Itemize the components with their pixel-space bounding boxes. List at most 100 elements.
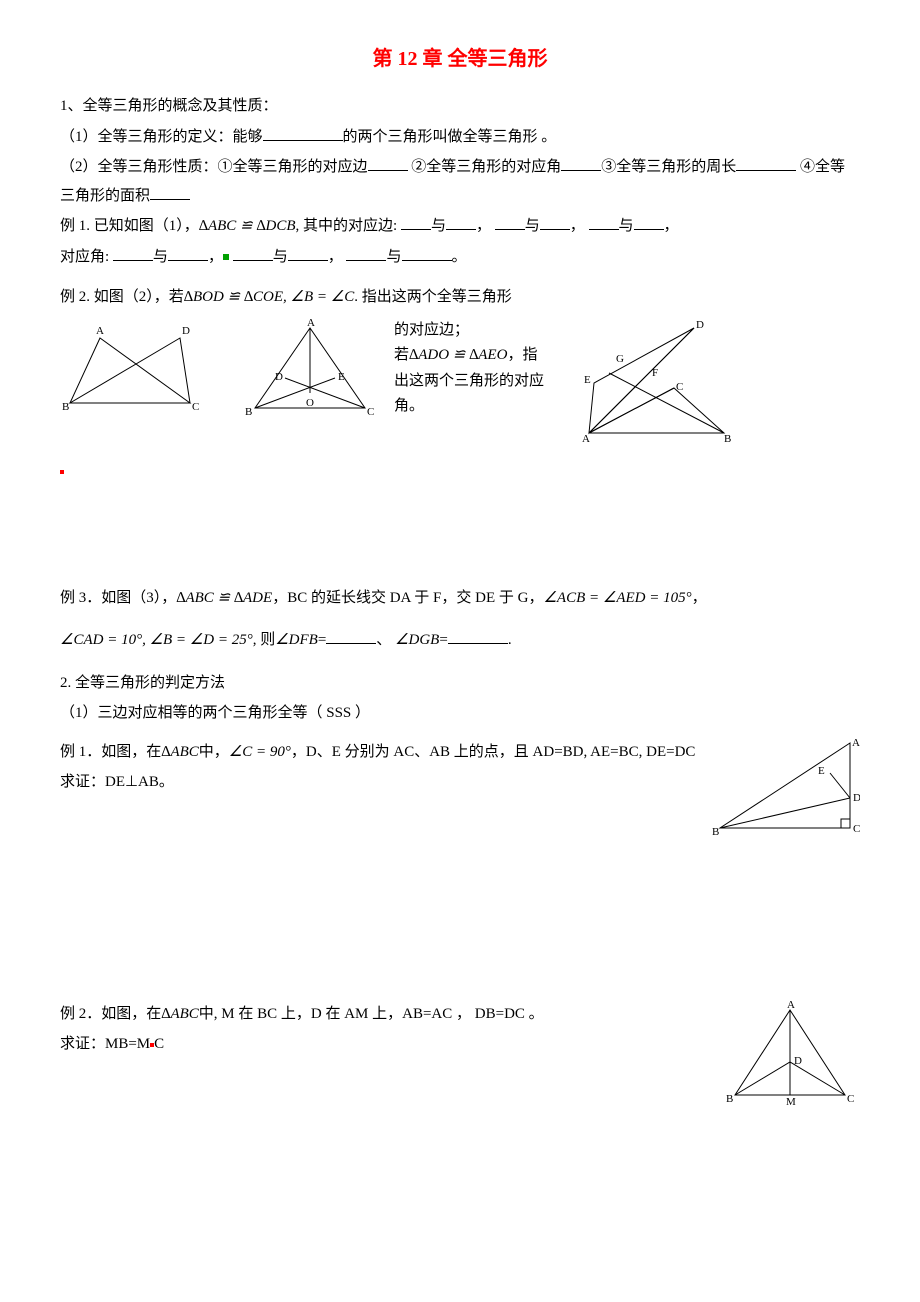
spacer bbox=[60, 858, 860, 998]
comma: ， bbox=[328, 249, 343, 265]
ex2-a: 例 2. 如图（2），若 bbox=[60, 289, 184, 305]
svg-text:B: B bbox=[712, 826, 719, 838]
ex3-dfb: ∠DFB bbox=[275, 632, 318, 648]
ex3-dgb: ∠DGB bbox=[395, 632, 439, 648]
figure-5: A D B M C bbox=[720, 1000, 860, 1110]
properties-line: （2）全等三角形性质：①全等三角形的对应边 ②全等三角形的对应角③全等三角形的周… bbox=[60, 153, 860, 210]
prop-c: ③全等三角形的周长 bbox=[601, 159, 736, 175]
chapter-title: 第 12 章 全等三角形 bbox=[60, 40, 860, 78]
svg-text:B: B bbox=[724, 433, 731, 445]
blank bbox=[589, 214, 619, 230]
svg-text:A: A bbox=[787, 1000, 795, 1011]
blank bbox=[448, 628, 508, 644]
section2-line1: （1）三边对应相等的两个三角形全等（ SSS ） bbox=[60, 699, 860, 728]
figure-1: A D B C bbox=[60, 318, 220, 418]
svg-text:C: C bbox=[676, 381, 683, 393]
blank bbox=[168, 245, 208, 261]
example1-line1: 例 1. 已知如图（1），∆ABC ≌ ∆DCB, 其中的对应边: 与， 与， … bbox=[60, 212, 860, 241]
blank bbox=[402, 245, 452, 261]
svg-text:D: D bbox=[275, 371, 283, 383]
example2-text: 的对应边； 若∆ADO ≌ ∆AEO，指出这两个三角形的对应角。 bbox=[394, 318, 544, 420]
blank bbox=[288, 245, 328, 261]
svg-text:C: C bbox=[192, 401, 199, 413]
spacer bbox=[60, 462, 860, 582]
period: 。 bbox=[452, 249, 467, 265]
with: 与 bbox=[431, 218, 446, 234]
figures-row: A D B C A D E O B C 的对应边； 若∆ADO ≌ ∆AEO，指… bbox=[60, 318, 860, 448]
svg-text:B: B bbox=[726, 1093, 733, 1105]
prop-b: ②全等三角形的对应角 bbox=[411, 159, 561, 175]
svg-text:C: C bbox=[853, 823, 860, 835]
blank bbox=[561, 155, 601, 171]
example2-line1: 例 2. 如图（2），若∆BOD ≌ ∆COE, ∠B = ∠C. 指出这两个全… bbox=[60, 283, 860, 312]
ex3-cong: ∆ABC ≌ ∆ADE bbox=[176, 590, 272, 606]
s2ex1-c: ，D、E 分别为 AC、AB 上的点，且 AD=BD, AE=BC, DE=DC bbox=[291, 744, 696, 760]
comma: ， bbox=[476, 218, 491, 234]
blank bbox=[150, 184, 190, 200]
blank bbox=[446, 214, 476, 230]
ex3-b: ，BC 的延长线交 DA 于 F，交 DE 于 G， bbox=[272, 590, 543, 606]
comma: ， bbox=[664, 218, 679, 234]
ex3-f: 、 bbox=[376, 632, 391, 648]
blank bbox=[736, 155, 796, 171]
with: 与 bbox=[273, 249, 288, 265]
svg-text:M: M bbox=[786, 1096, 796, 1108]
ex3-e: = bbox=[318, 632, 326, 648]
ex3-d: , 则 bbox=[253, 632, 276, 648]
ex3-ang1: ∠ACB = ∠AED = 105° bbox=[543, 590, 691, 606]
blank bbox=[540, 214, 570, 230]
s2ex2-tri: ∆ABC bbox=[161, 1006, 199, 1022]
figure-2: A D E O B C bbox=[240, 318, 380, 418]
svg-text:A: A bbox=[96, 325, 104, 337]
s2ex1-b: 中， bbox=[199, 744, 229, 760]
s2ex1-tri: ∆ABC bbox=[161, 744, 199, 760]
ex1-b: , 其中的对应边: bbox=[296, 218, 398, 234]
blank bbox=[495, 214, 525, 230]
definition-line: （1）全等三角形的定义：能够的两个三角形叫做全等三角形 。 bbox=[60, 123, 860, 152]
ex3-g: = bbox=[439, 632, 447, 648]
svg-text:A: A bbox=[852, 738, 860, 749]
ex2-t2a: 若 bbox=[394, 347, 409, 363]
s2ex2-a: 例 2．如图，在 bbox=[60, 1006, 161, 1022]
ex1-a: 例 1. 已知如图（1）， bbox=[60, 218, 199, 234]
svg-text:B: B bbox=[245, 406, 252, 418]
comma: ， bbox=[570, 218, 585, 234]
s2ex2-d: C bbox=[154, 1036, 164, 1052]
svg-text:D: D bbox=[853, 792, 860, 804]
svg-text:D: D bbox=[182, 325, 190, 337]
ex1-line2a: 对应角: bbox=[60, 249, 109, 265]
blank bbox=[113, 245, 153, 261]
ex1-congruence: ∆ABC ≌ ∆DCB bbox=[199, 218, 296, 234]
blank bbox=[233, 245, 273, 261]
green-marker-icon bbox=[223, 254, 229, 260]
svg-text:G: G bbox=[616, 353, 624, 365]
ex2-congruence: ∆BOD ≌ ∆COE, ∠B = ∠C bbox=[184, 289, 354, 305]
ex3-ang2: ∠CAD = 10°, ∠B = ∠D = 25° bbox=[60, 632, 253, 648]
svg-text:C: C bbox=[367, 406, 374, 418]
svg-text:E: E bbox=[338, 371, 345, 383]
with: 与 bbox=[153, 249, 168, 265]
ex2-text1: 的对应边； bbox=[394, 318, 544, 344]
figure-3: D E G F C A B bbox=[564, 318, 734, 448]
blank bbox=[263, 125, 343, 141]
red-marker-icon bbox=[60, 470, 64, 474]
with: 与 bbox=[525, 218, 540, 234]
s2ex1-ang: ∠C = 90° bbox=[229, 744, 291, 760]
with: 与 bbox=[386, 249, 401, 265]
ex3-c: ， bbox=[692, 590, 707, 606]
blank bbox=[326, 628, 376, 644]
svg-text:F: F bbox=[652, 367, 658, 379]
with: 与 bbox=[619, 218, 634, 234]
example1-line2: 对应角: 与 ， 与 ， 与 。 bbox=[60, 243, 860, 272]
svg-text:E: E bbox=[584, 374, 591, 386]
def-part-b: 的两个三角形叫做全等三角形 。 bbox=[343, 129, 557, 145]
ex3-a: 例 3．如图（3）， bbox=[60, 590, 176, 606]
s2ex2-b: 中, M 在 BC 上，D 在 AM 上，AB=AC ， DB=DC 。 bbox=[199, 1006, 544, 1022]
svg-text:O: O bbox=[306, 397, 314, 409]
example3-line1: 例 3．如图（3），∆ABC ≌ ∆ADE，BC 的延长线交 DA 于 F，交 … bbox=[60, 584, 860, 613]
comma: ， bbox=[208, 249, 223, 265]
svg-text:C: C bbox=[847, 1093, 854, 1105]
section2-ex2: 例 2．如图，在∆ABC中, M 在 BC 上，D 在 AM 上，AB=AC ，… bbox=[60, 1000, 860, 1120]
ex2-cong2: ∆ADO ≌ ∆AEO bbox=[409, 347, 507, 363]
svg-text:A: A bbox=[582, 433, 590, 445]
